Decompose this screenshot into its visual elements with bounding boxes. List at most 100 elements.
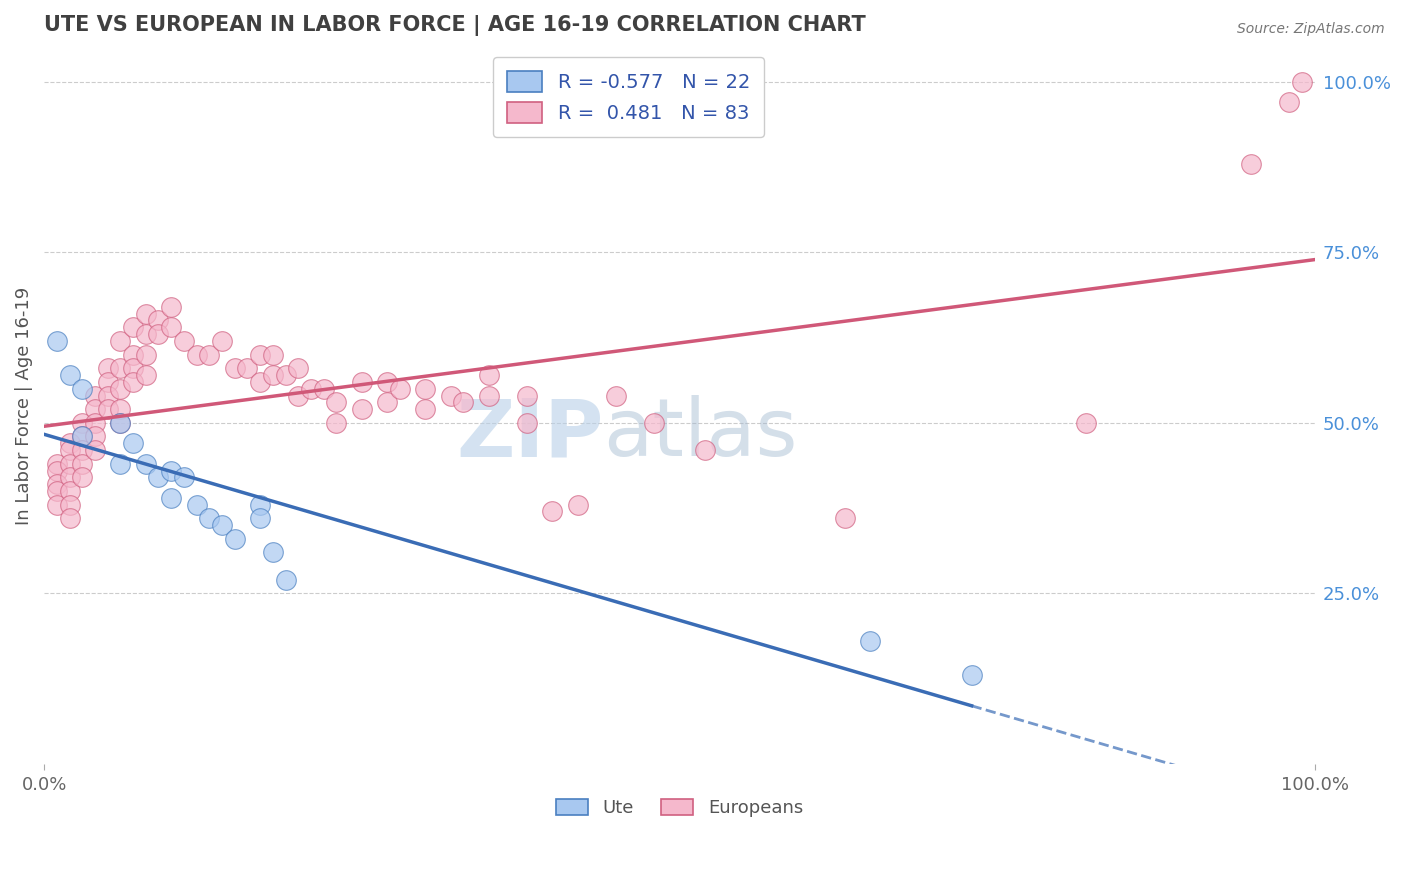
Point — [211, 518, 233, 533]
Point — [97, 375, 120, 389]
Point — [541, 504, 564, 518]
Point — [58, 436, 80, 450]
Point — [110, 382, 132, 396]
Point — [110, 457, 132, 471]
Point — [58, 457, 80, 471]
Point — [236, 361, 259, 376]
Point — [45, 498, 67, 512]
Point — [299, 382, 322, 396]
Point — [173, 470, 195, 484]
Point — [440, 388, 463, 402]
Point — [97, 388, 120, 402]
Point — [1240, 156, 1263, 170]
Point — [413, 402, 436, 417]
Point — [84, 443, 107, 458]
Point — [516, 388, 538, 402]
Point — [84, 402, 107, 417]
Point — [70, 382, 93, 396]
Point — [84, 416, 107, 430]
Point — [110, 416, 132, 430]
Point — [249, 511, 271, 525]
Point — [249, 348, 271, 362]
Point — [249, 375, 271, 389]
Point — [375, 395, 398, 409]
Point — [45, 464, 67, 478]
Point — [859, 634, 882, 648]
Point — [110, 416, 132, 430]
Point — [262, 368, 284, 382]
Point — [312, 382, 335, 396]
Point — [643, 416, 665, 430]
Text: atlas: atlas — [603, 395, 797, 474]
Point — [58, 470, 80, 484]
Point — [135, 457, 157, 471]
Point — [70, 429, 93, 443]
Y-axis label: In Labor Force | Age 16-19: In Labor Force | Age 16-19 — [15, 286, 32, 524]
Point — [1291, 75, 1313, 89]
Point — [70, 457, 93, 471]
Point — [224, 361, 246, 376]
Point — [186, 498, 208, 512]
Point — [1278, 95, 1301, 110]
Point — [122, 436, 145, 450]
Point — [173, 334, 195, 348]
Point — [350, 402, 373, 417]
Point — [58, 443, 80, 458]
Point — [478, 388, 501, 402]
Point — [960, 668, 983, 682]
Point — [135, 348, 157, 362]
Text: ZIP: ZIP — [456, 395, 603, 474]
Point — [97, 361, 120, 376]
Point — [122, 320, 145, 334]
Point — [249, 498, 271, 512]
Point — [413, 382, 436, 396]
Point — [45, 457, 67, 471]
Point — [325, 395, 347, 409]
Point — [186, 348, 208, 362]
Point — [160, 320, 183, 334]
Point — [148, 327, 170, 342]
Point — [70, 470, 93, 484]
Legend: Ute, Europeans: Ute, Europeans — [547, 790, 813, 826]
Point — [148, 470, 170, 484]
Point — [453, 395, 475, 409]
Point — [84, 388, 107, 402]
Point — [198, 348, 221, 362]
Point — [262, 545, 284, 559]
Point — [198, 511, 221, 525]
Point — [262, 348, 284, 362]
Point — [274, 573, 297, 587]
Point — [58, 483, 80, 498]
Point — [110, 334, 132, 348]
Point — [516, 416, 538, 430]
Point — [388, 382, 411, 396]
Point — [110, 361, 132, 376]
Point — [45, 477, 67, 491]
Point — [135, 327, 157, 342]
Point — [122, 361, 145, 376]
Point — [375, 375, 398, 389]
Point — [135, 368, 157, 382]
Point — [160, 491, 183, 505]
Point — [693, 443, 716, 458]
Point — [160, 464, 183, 478]
Text: UTE VS EUROPEAN IN LABOR FORCE | AGE 16-19 CORRELATION CHART: UTE VS EUROPEAN IN LABOR FORCE | AGE 16-… — [44, 15, 866, 36]
Point — [834, 511, 856, 525]
Point — [135, 307, 157, 321]
Point — [287, 388, 309, 402]
Point — [148, 313, 170, 327]
Point — [567, 498, 589, 512]
Point — [70, 416, 93, 430]
Point — [287, 361, 309, 376]
Point — [122, 375, 145, 389]
Point — [122, 348, 145, 362]
Point — [160, 300, 183, 314]
Point — [224, 532, 246, 546]
Point — [45, 334, 67, 348]
Point — [97, 402, 120, 417]
Point — [58, 368, 80, 382]
Point — [58, 498, 80, 512]
Point — [274, 368, 297, 382]
Text: Source: ZipAtlas.com: Source: ZipAtlas.com — [1237, 22, 1385, 37]
Point — [211, 334, 233, 348]
